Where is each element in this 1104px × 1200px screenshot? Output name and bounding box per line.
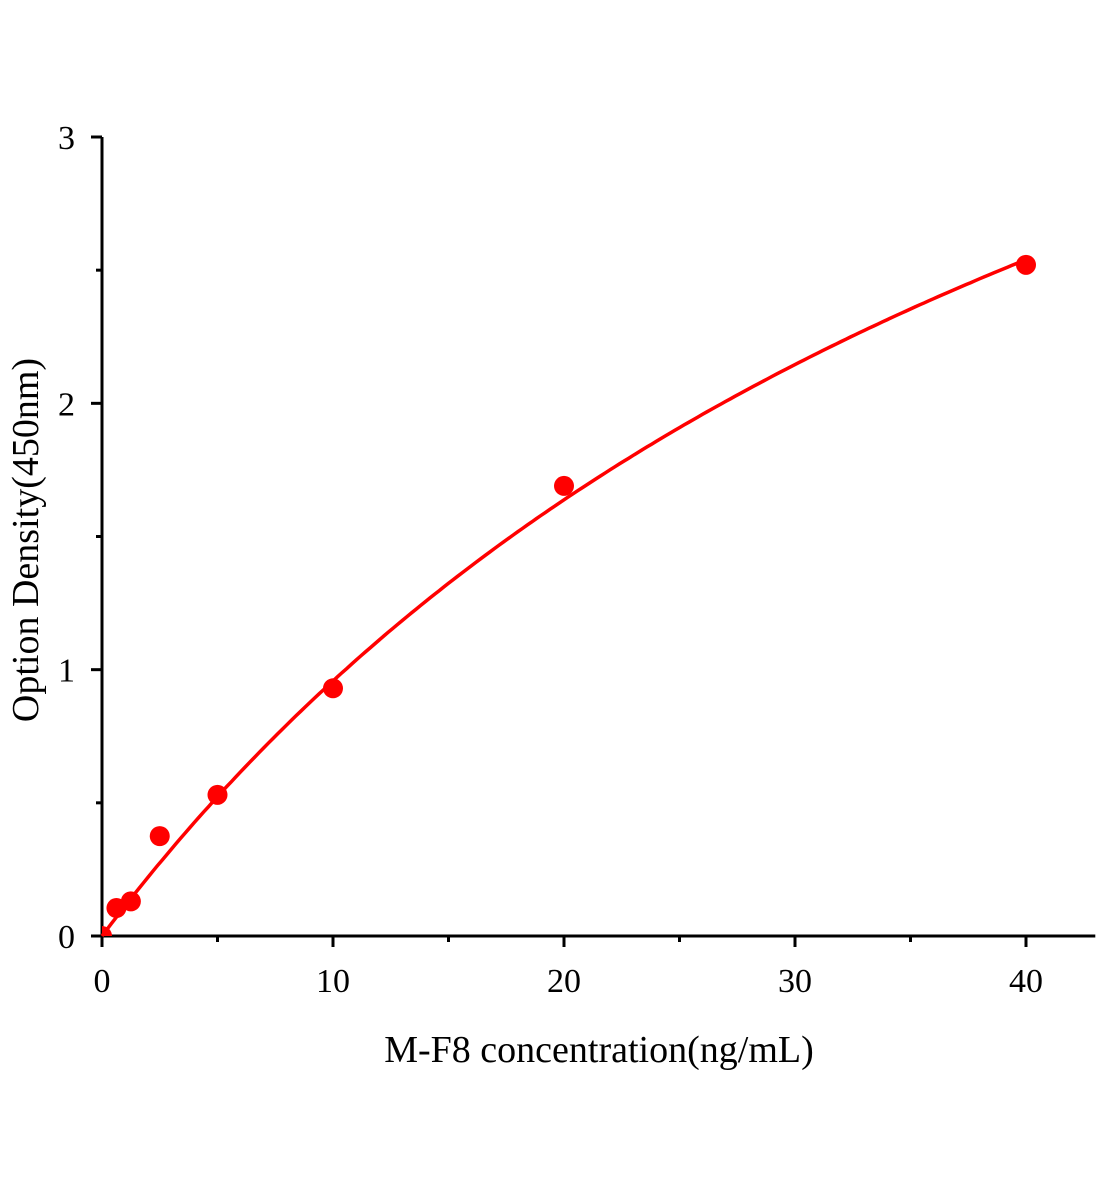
x-axis-label: M-F8 concentration(ng/mL) (384, 1029, 814, 1071)
axes: 0 10 20 30 40 0 1 2 3 (58, 120, 1096, 1000)
y-tick-label: 2 (58, 386, 75, 423)
fit-curve-layer (100, 258, 1027, 938)
data-point (120, 891, 141, 912)
y-tick-label: 3 (58, 120, 75, 157)
data-point (1016, 254, 1036, 275)
x-tick-label: 30 (778, 963, 812, 1000)
x-tick-label: 40 (1009, 963, 1043, 1000)
data-point (102, 926, 112, 936)
x-tick-label: 0 (94, 963, 111, 1000)
y-axis-label: Option Density(450nm) (5, 358, 47, 722)
data-point (207, 784, 228, 805)
x-tick-label: 10 (316, 963, 350, 1000)
data-point (554, 475, 574, 496)
data-points-layer (102, 254, 1036, 936)
y-tick-label: 0 (58, 919, 75, 956)
data-point (149, 826, 170, 847)
data-point (323, 678, 343, 699)
y-tick-label: 1 (58, 653, 75, 690)
fit-curve (100, 258, 1027, 938)
x-tick-label: 20 (547, 963, 581, 1000)
